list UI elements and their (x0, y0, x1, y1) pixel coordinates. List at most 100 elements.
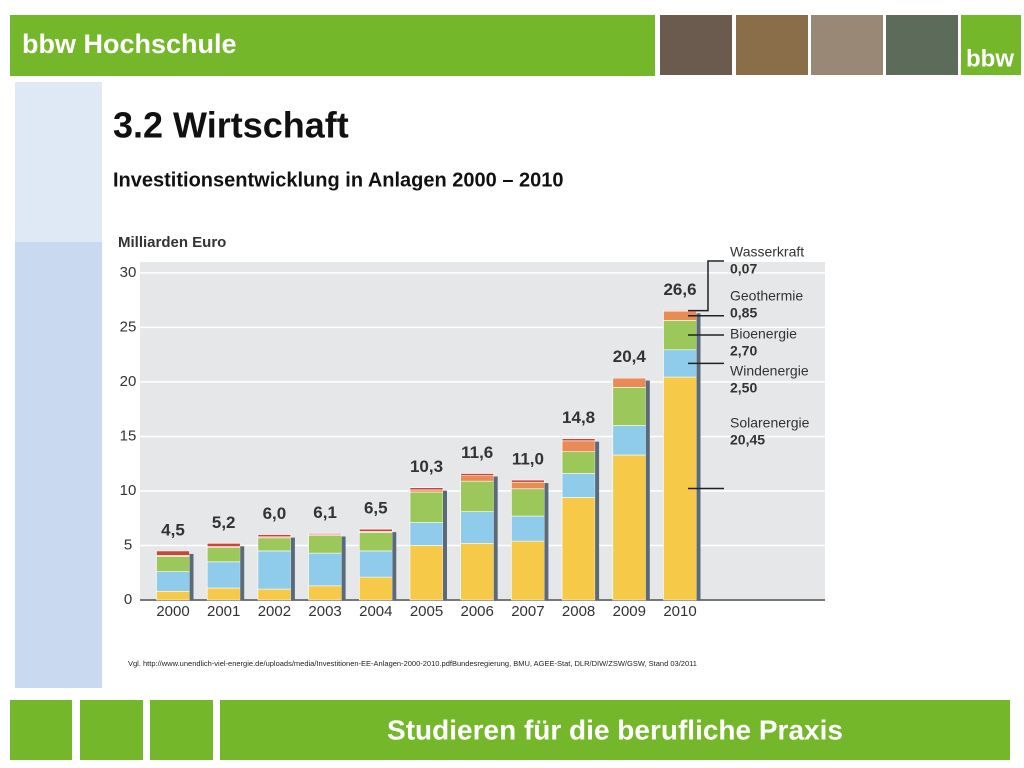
bar-segment (561, 497, 596, 601)
x-tick-label: 2002 (258, 603, 291, 620)
bar-segment (156, 590, 190, 601)
y-tick-label: 0 (124, 591, 132, 608)
total-label: 26,6 (663, 280, 696, 299)
side-image-top (15, 82, 102, 242)
bar-segment (358, 528, 393, 532)
bar-shadow (341, 536, 346, 600)
bar-segment (358, 532, 393, 552)
bar-segment (206, 561, 241, 589)
bar-segment (358, 550, 393, 578)
bar-segment (612, 454, 647, 601)
legend-value: 2,50 (730, 380, 757, 396)
bar-segment (257, 534, 292, 538)
bar-segment (511, 481, 545, 490)
legend-value: 2,70 (730, 343, 757, 359)
legend-name: Windenergie (730, 363, 809, 379)
total-label: 14,8 (562, 408, 595, 427)
bar-segment (308, 533, 342, 535)
photo-strip (660, 15, 1021, 75)
bar-segment (612, 378, 647, 388)
bar-shadow (443, 490, 447, 600)
footer-text: Studieren für die berufliche Praxis (387, 714, 843, 745)
bar-segment (156, 550, 190, 556)
bar-segment (460, 475, 495, 482)
y-tick-label: 10 (120, 482, 137, 499)
total-label: 4,5 (161, 520, 185, 539)
bar-segment (409, 487, 444, 491)
bar-segment (308, 552, 342, 587)
bar-segment (561, 451, 596, 474)
bar-segment (156, 556, 190, 572)
bar-segment (257, 550, 292, 590)
bar-segment (460, 480, 495, 512)
brand: bbw Hochschule (22, 29, 237, 59)
bar-segment (206, 547, 241, 563)
x-tick-label: 2003 (308, 603, 341, 620)
legend-name: Wasserkraft (730, 244, 804, 260)
y-tick-label: 30 (120, 264, 137, 281)
bar-segment (409, 491, 444, 523)
bar-shadow (645, 380, 650, 600)
bar-segment (511, 479, 545, 483)
total-label: 11,0 (512, 450, 544, 469)
bar-segment (206, 543, 241, 547)
bar-shadow (493, 476, 498, 600)
y-axis-label: Milliarden Euro (118, 234, 226, 251)
x-tick-label: 2006 (461, 603, 494, 620)
title: 3.2 Wirtschaft (113, 105, 349, 146)
legend-leader (688, 260, 724, 312)
bar-shadow (189, 553, 194, 600)
y-tick-label: 5 (124, 536, 132, 553)
bar-shadow (290, 537, 295, 600)
bar-segment (156, 571, 190, 592)
bar-shadow (696, 313, 701, 600)
bar-segment (409, 522, 444, 546)
bar-segment (257, 588, 292, 601)
bar-segment (409, 489, 444, 493)
legend-value: 20,45 (730, 432, 765, 448)
total-label: 5,2 (212, 513, 236, 532)
subtitle: Investitionsentwicklung in Anlagen 2000 … (113, 169, 564, 191)
bar-shadow (392, 532, 397, 600)
bar-segment (460, 511, 495, 544)
bar-shadow (595, 441, 600, 600)
legend-name: Bioenergie (730, 326, 797, 342)
bar-shadow (544, 483, 549, 600)
bar-segment (612, 425, 647, 456)
bar-segment (308, 585, 342, 601)
legend-name: Geothermie (730, 288, 803, 304)
bar-segment (206, 587, 241, 601)
legend-value: 0,85 (730, 305, 757, 321)
bar-segment (561, 473, 596, 498)
bar-segment (561, 440, 596, 453)
x-tick-label: 2010 (663, 603, 696, 620)
bar-segment (257, 537, 292, 552)
total-label: 10,3 (410, 457, 443, 476)
bar-shadow (240, 546, 245, 600)
y-tick-label: 15 (120, 427, 137, 444)
x-tick-label: 2004 (359, 603, 392, 620)
total-label: 6,0 (263, 504, 287, 523)
bar-segment (511, 488, 545, 517)
source: Vgl. http://www.unendlich-viel-energie.d… (128, 659, 697, 668)
x-tick-label: 2001 (207, 603, 240, 620)
footer-boxes (10, 700, 1010, 760)
bar-segment (308, 535, 342, 554)
bar-segment (460, 543, 495, 601)
bar-segment (511, 515, 545, 542)
bar-segment (561, 438, 596, 442)
x-tick-label: 2005 (410, 603, 443, 620)
bar-segment (612, 387, 647, 426)
total-label: 6,5 (364, 499, 388, 518)
x-tick-label: 2008 (562, 603, 595, 620)
bar-segment (460, 473, 495, 477)
total-label: 20,4 (613, 347, 647, 366)
bar-segment (612, 377, 647, 379)
bar-segment (358, 576, 393, 601)
y-tick-label: 25 (120, 318, 137, 335)
x-tick-label: 2007 (511, 603, 544, 620)
x-tick-label: 2009 (613, 603, 646, 620)
header-bar (10, 15, 655, 76)
logo: bbw (966, 45, 1014, 72)
